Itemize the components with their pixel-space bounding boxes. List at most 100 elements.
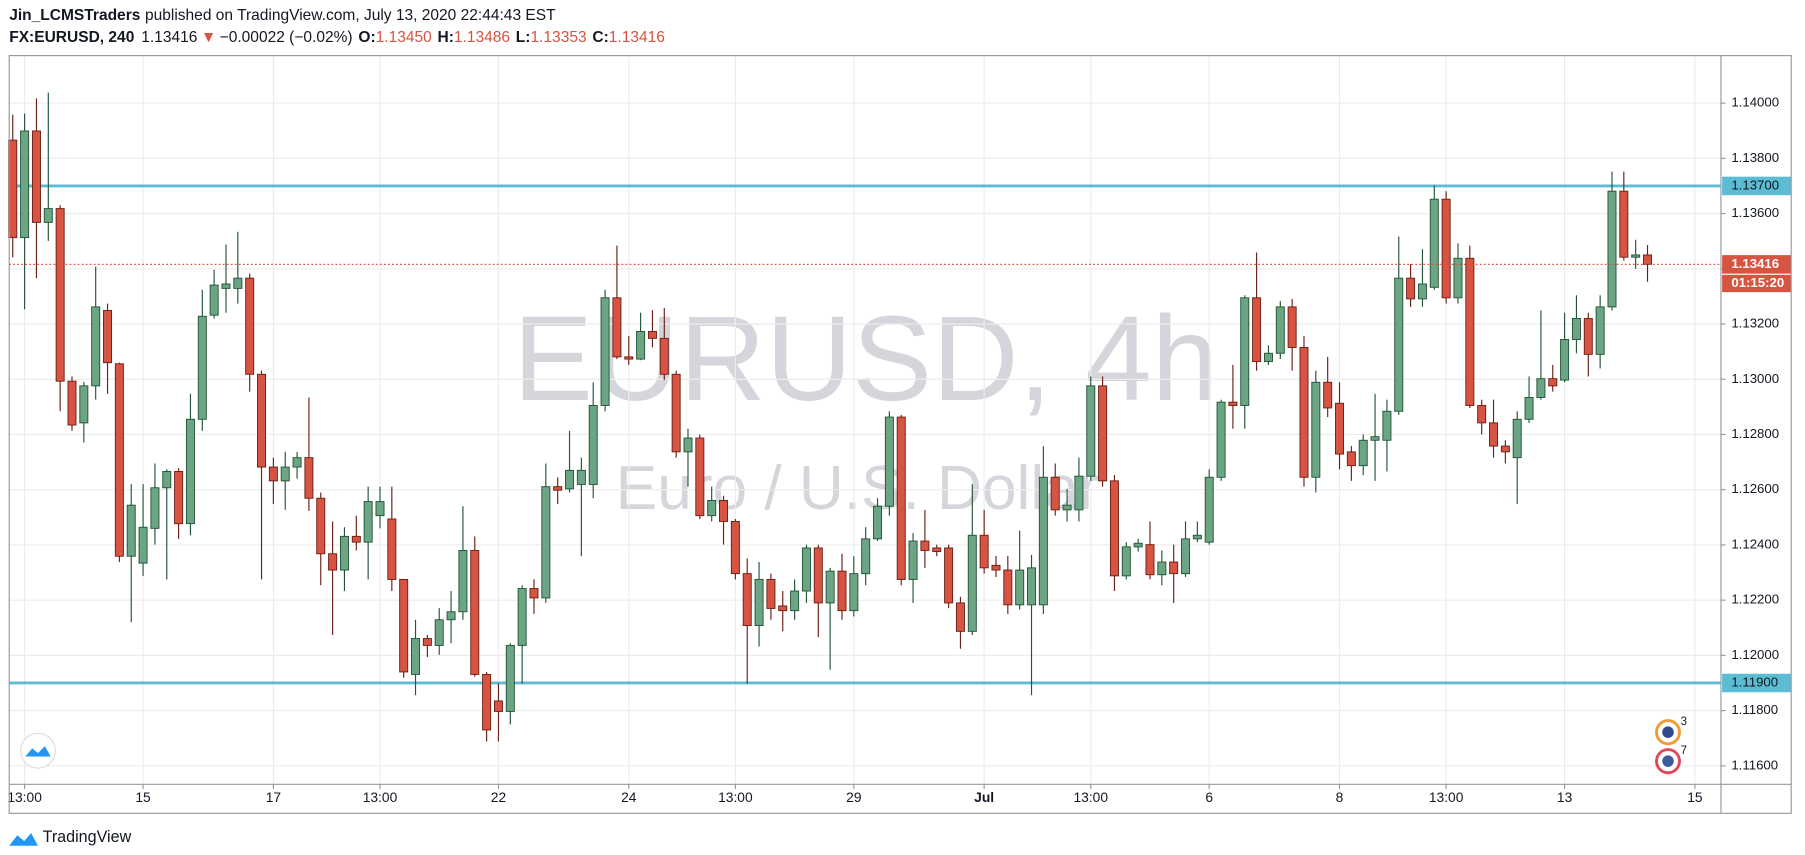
candle-body	[114, 363, 124, 557]
y-tick-label: 1.12000	[1731, 647, 1779, 662]
event-count: 7	[1681, 745, 1687, 757]
candle-body	[1015, 569, 1025, 606]
candle-body	[185, 418, 195, 525]
candle-body	[422, 638, 432, 646]
ohlc-value: 1.13450	[376, 29, 432, 46]
y-tick-label: 1.13600	[1731, 205, 1779, 220]
candle-body	[588, 405, 598, 485]
candle-body	[304, 457, 314, 499]
countdown: 01:15:20	[1731, 275, 1784, 290]
candle-body	[31, 130, 41, 223]
candle-body	[991, 564, 1001, 571]
candle-body	[742, 573, 752, 627]
candle-body	[174, 471, 184, 525]
x-tick-label: 13:00	[363, 789, 398, 805]
candle-body	[1346, 451, 1356, 467]
candle-body	[1560, 339, 1570, 381]
candle-body	[659, 337, 669, 375]
candle-body	[1548, 378, 1558, 387]
candle-body	[55, 208, 65, 382]
candle-body	[1477, 405, 1487, 424]
candle-body	[778, 605, 788, 612]
candle-body	[1643, 254, 1653, 265]
candle-body	[884, 416, 894, 507]
candle-body	[292, 457, 302, 468]
candle-body	[1465, 257, 1475, 406]
candle-body	[1216, 401, 1226, 478]
x-tick-label: Jul	[974, 789, 994, 805]
candle-body	[328, 553, 338, 571]
candle-body	[1299, 347, 1309, 478]
candle-body	[8, 139, 18, 239]
x-tick-label: 13:00	[7, 789, 42, 805]
y-tick-label: 1.13000	[1731, 371, 1779, 386]
candle-body	[1512, 418, 1522, 459]
candle-body	[754, 578, 764, 627]
candle-body	[1263, 352, 1273, 363]
ohlc-value: 1.13486	[454, 29, 510, 46]
ohlc-label: H:	[438, 29, 454, 46]
candle-body	[1204, 476, 1214, 543]
candle-body	[67, 380, 77, 426]
candle-body	[1252, 297, 1262, 363]
ohlc-label: C:	[592, 29, 608, 46]
ohlc-label: L:	[516, 29, 531, 46]
candle-body	[1133, 542, 1143, 548]
candle-body	[1619, 190, 1629, 258]
candle-body	[1121, 546, 1131, 577]
candle-body	[1524, 397, 1534, 420]
x-tick-label: 8	[1336, 789, 1344, 805]
change: −0.00022 (−0.02%)	[220, 29, 353, 46]
candle-body	[1062, 504, 1072, 511]
candle-body	[517, 588, 527, 646]
candle-body	[1453, 257, 1463, 299]
candle-body	[636, 331, 646, 360]
candle-body	[1335, 402, 1345, 455]
candle-body	[339, 535, 349, 571]
candle-body	[458, 549, 468, 613]
candle-body	[446, 611, 456, 621]
last-price: 1.13416	[141, 29, 197, 46]
x-tick-label: 29	[846, 789, 862, 805]
candle-body	[1181, 538, 1191, 575]
price-label-box	[1722, 255, 1792, 274]
candle-body	[387, 518, 397, 580]
candle-body	[1240, 297, 1250, 406]
y-tick-label: 1.13800	[1731, 150, 1779, 165]
candle-body	[162, 471, 172, 489]
x-tick-label: 15	[135, 789, 151, 805]
ohlc-value: 1.13353	[530, 29, 586, 46]
candle-body	[482, 673, 492, 731]
candle-body	[647, 331, 657, 339]
x-tick-label: 22	[491, 789, 506, 805]
candle-body	[257, 373, 267, 468]
candle-body	[1275, 306, 1285, 354]
y-tick-label: 1.14000	[1731, 95, 1779, 110]
candle-body	[399, 578, 409, 673]
candle-body	[245, 277, 255, 375]
candle-body	[955, 602, 965, 632]
price-label: 1.13416	[1731, 256, 1779, 271]
level-label: 1.13700	[1731, 177, 1779, 192]
event-icons: 3 7	[1655, 716, 1687, 775]
x-tick-label: 13:00	[718, 789, 753, 805]
candle-body	[363, 501, 373, 543]
x-tick-label: 13	[1557, 789, 1573, 805]
candle-body	[91, 306, 101, 387]
candle-body	[351, 535, 361, 543]
candle-body	[1145, 544, 1155, 576]
author: Jin_LCMSTraders	[9, 7, 141, 24]
x-tick-label: 13:00	[1429, 789, 1464, 805]
candle-body	[837, 570, 847, 612]
level-label-box	[1722, 673, 1792, 693]
logo-circle	[20, 732, 56, 769]
x-tick-label: 24	[621, 789, 637, 805]
candle-body	[849, 573, 859, 612]
candle-body	[553, 486, 563, 491]
candle-body	[908, 540, 918, 580]
candle-body	[873, 505, 883, 540]
ohlc-value: 1.13416	[609, 29, 665, 46]
symbol: FX:EURUSD, 240	[9, 29, 134, 46]
candle-body	[209, 284, 219, 316]
candle-body	[1583, 318, 1593, 355]
